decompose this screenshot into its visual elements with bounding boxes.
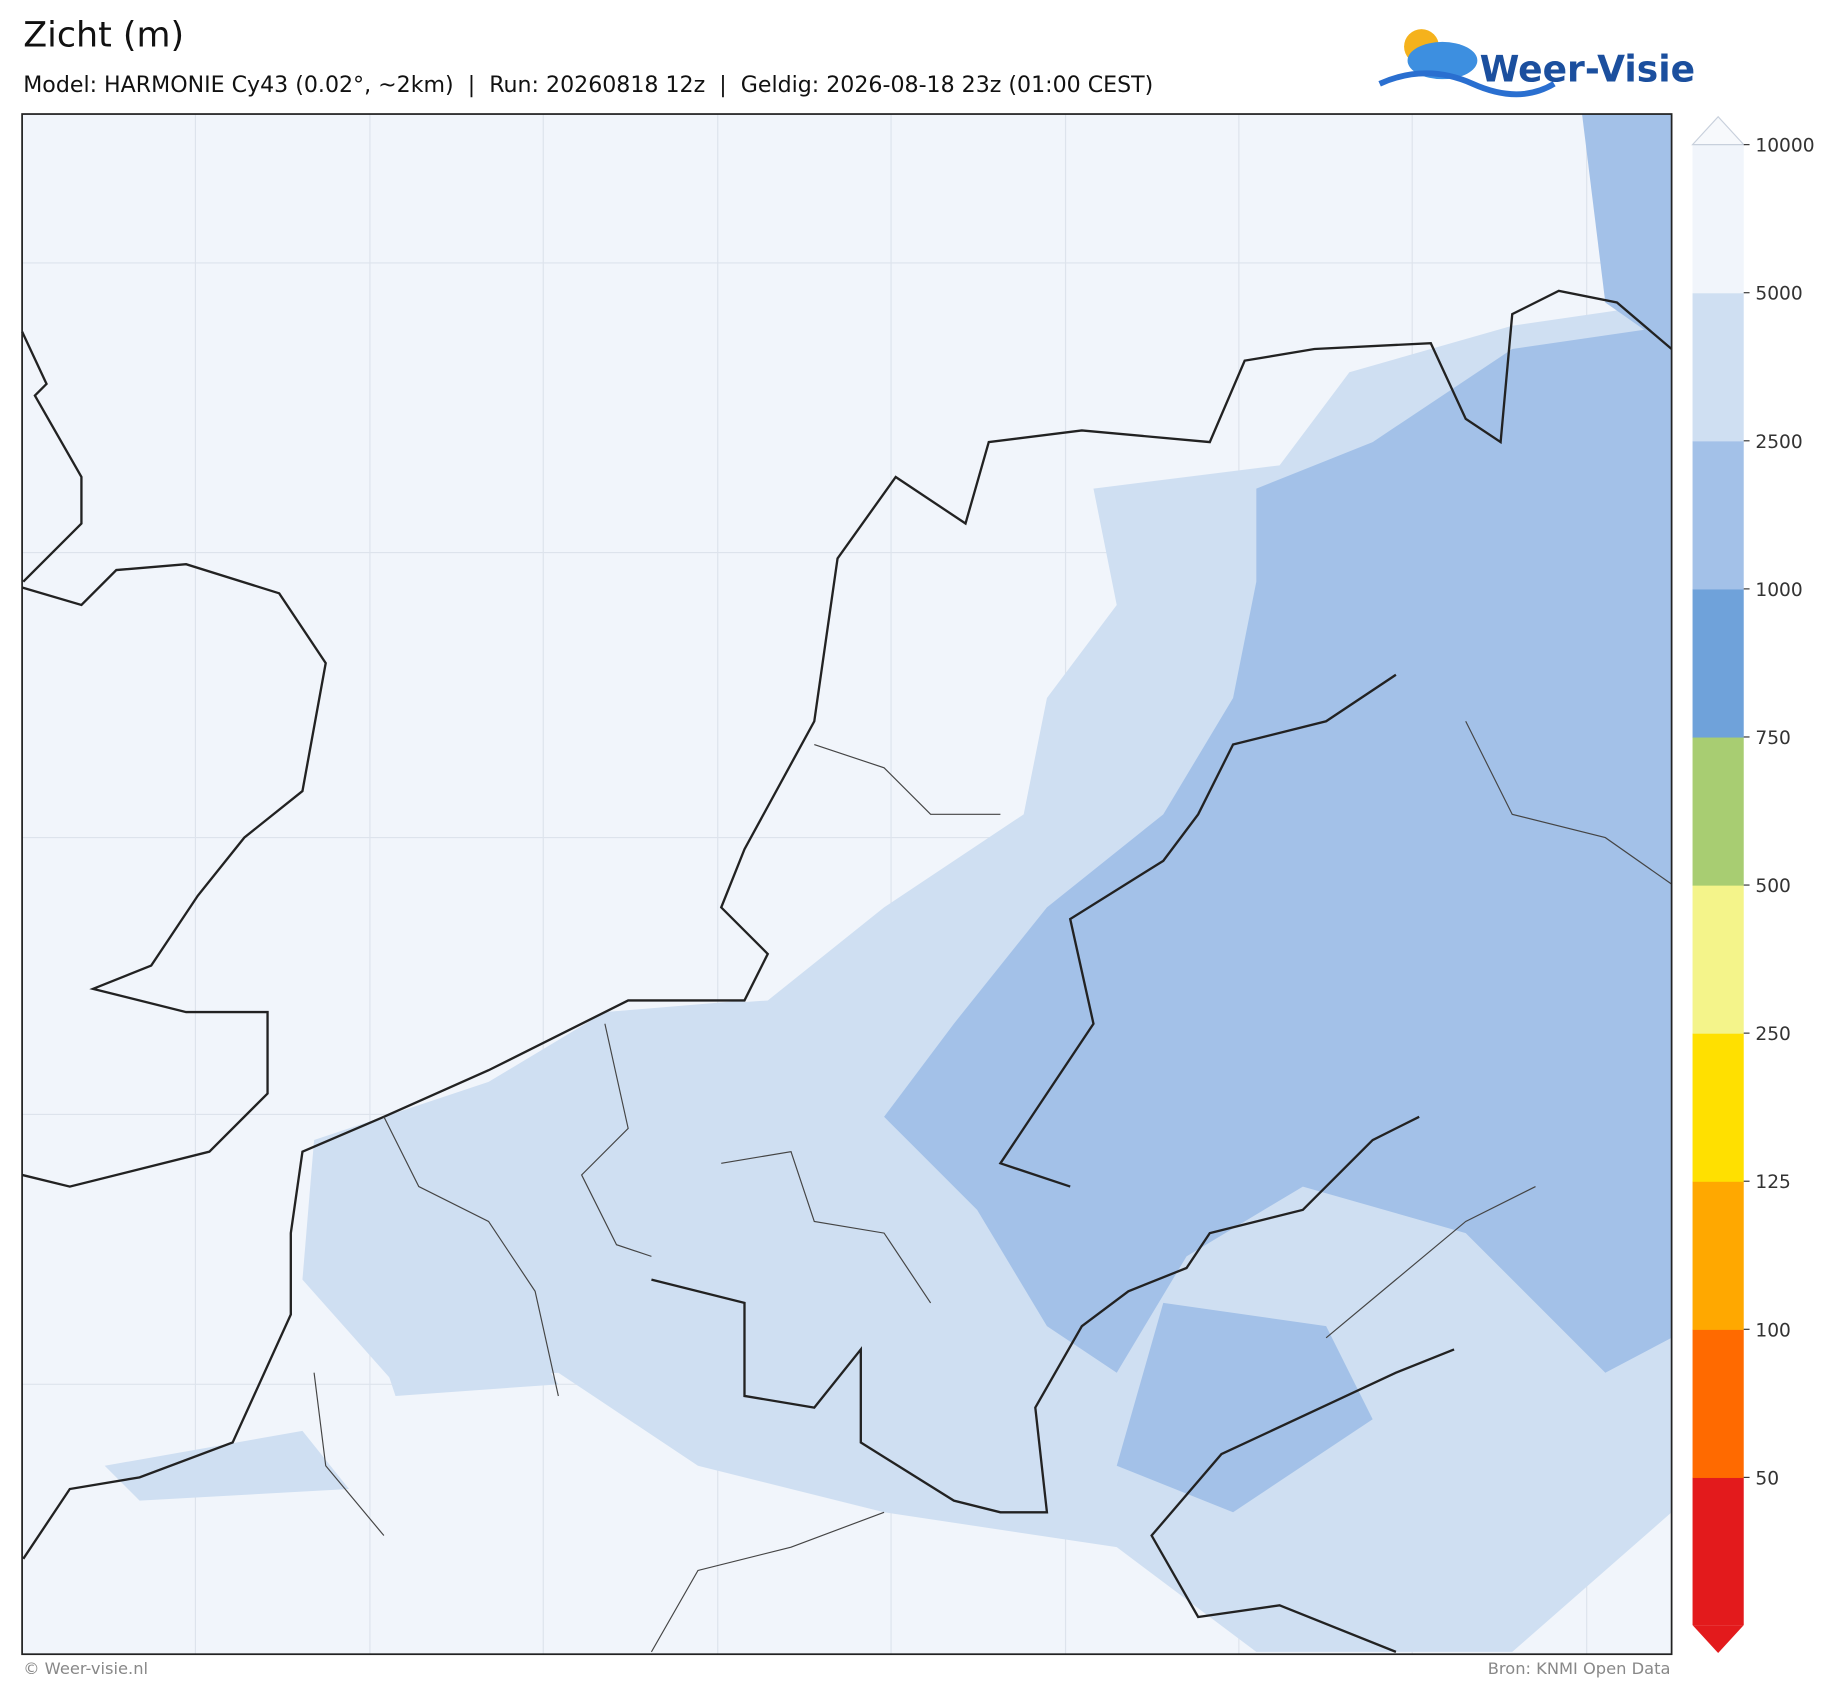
colorbar-tick-label: 100 [1755,1320,1791,1341]
map-frame [21,113,1673,1656]
colorbar-tick-label: 2500 [1755,432,1802,453]
colorbar-band [1692,1329,1744,1478]
logo-text: Weer-Visie [1480,48,1695,90]
colorbar-band [1692,1033,1744,1182]
colorbar-tick-label: 750 [1755,728,1791,749]
colorbar-band [1692,1477,1744,1626]
colorbar-band [1692,1181,1744,1330]
colorbar-band [1692,144,1744,294]
colorbar-tick-label: 500 [1755,876,1791,897]
colorbar-tick-label: 10000 [1755,136,1814,157]
colorbar-band [1692,736,1744,886]
colorbar: 50 100 125 250 500 750 1000 2500 5000 10000 [1691,115,1815,1654]
title: Zicht (m) [23,16,184,56]
colorbar-band [1692,440,1744,590]
footer-right: Bron: KNMI Open Data [1488,1659,1671,1678]
colorbar-arrow [1692,1625,1744,1654]
colorbar-band [1692,588,1744,738]
colorbar-band [1692,292,1744,442]
footer-left: © Weer-visie.nl [23,1659,148,1678]
colorbar-band [1692,885,1744,1034]
logo: Weer-Visie [1378,29,1695,98]
colorbar-tick-label: 1000 [1755,580,1802,601]
subtitle: Model: HARMONIE Cy43 (0.02°, ~2km) | Run… [23,72,1153,98]
colorbar-tick-label: 250 [1755,1024,1791,1045]
colorbar-tick-label: 5000 [1755,284,1802,305]
colorbar-tick-label: 125 [1755,1172,1791,1193]
map [21,114,1673,1655]
colorbar-tick-label: 50 [1755,1468,1779,1489]
colorbar-arrow [1691,115,1746,146]
